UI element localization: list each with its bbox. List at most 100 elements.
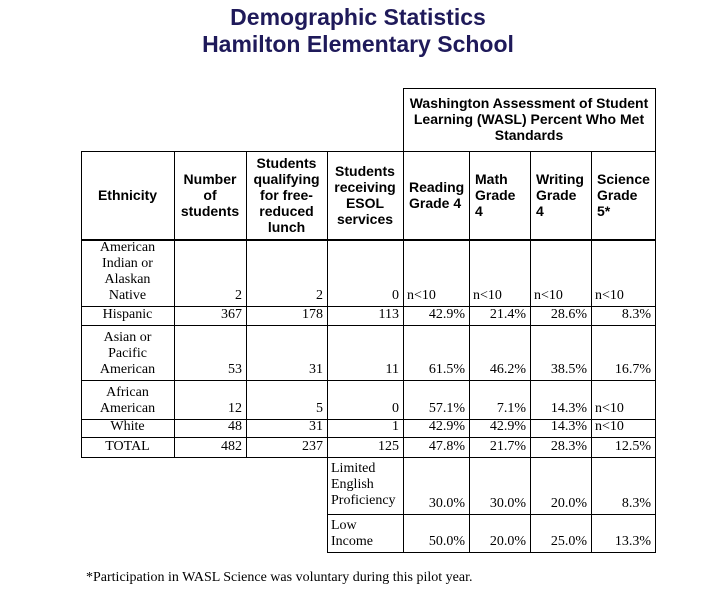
cell-math: 46.2% — [489, 362, 526, 377]
row-bottom-border — [81, 306, 656, 307]
ethnicity-text: White — [110, 419, 145, 434]
cell-reading: 42.9% — [428, 419, 465, 434]
cell-math: 30.0% — [489, 496, 526, 511]
row-label-ethnicity: Hispanic — [81, 307, 174, 324]
cell-esol: 1 — [392, 419, 399, 434]
cell-students: 2 — [235, 288, 242, 303]
cell-math: 42.9% — [489, 419, 526, 434]
header-col-divider — [246, 151, 247, 240]
col-header-esol: Students receiving ESOL services — [334, 163, 396, 227]
extra-row-bottom-border — [327, 552, 656, 553]
page-title: Demographic Statistics Hamilton Elementa… — [0, 4, 716, 58]
cell-science: 13.3% — [614, 534, 651, 549]
row-label-ethnicity: African American — [81, 381, 174, 418]
cell-students: 12 — [228, 401, 242, 416]
cell-math: 20.0% — [489, 534, 526, 549]
body-col-divider — [174, 240, 175, 457]
extra-row-text: Low Income — [331, 518, 373, 549]
header-subtop-border — [403, 151, 656, 152]
header-col-divider — [469, 151, 470, 240]
row-label-ethnicity: Asian or Pacific American — [81, 326, 174, 379]
body-col-divider — [81, 240, 82, 457]
cell-lunch: 31 — [309, 419, 323, 434]
header-col-divider — [591, 151, 592, 240]
wasl-header-top-border — [403, 88, 656, 89]
cell-reading: n<10 — [407, 288, 436, 303]
cell-reading: 30.0% — [428, 496, 465, 511]
cell-science: n<10 — [595, 401, 624, 416]
extra-row-text: Limited English Proficiency — [331, 461, 396, 508]
cell-math: 7.1% — [496, 401, 526, 416]
title-line-1: Demographic Statistics — [230, 4, 486, 30]
cell-science: 12.5% — [614, 439, 651, 454]
extra-col-divider — [655, 457, 656, 553]
ethnicity-text: Hispanic — [102, 307, 153, 322]
cell-reading: 47.8% — [428, 439, 465, 454]
header-col-divider — [327, 151, 328, 240]
cell-lunch: 2 — [316, 288, 323, 303]
row-bottom-border — [81, 419, 656, 420]
cell-lunch: 178 — [302, 307, 323, 322]
row-label-extra: Low Income — [327, 518, 403, 550]
ethnicity-text: African American — [99, 385, 156, 416]
cell-science: n<10 — [595, 419, 624, 434]
header-col-divider — [655, 151, 656, 240]
cell-science: 8.3% — [621, 496, 651, 511]
cell-science: 16.7% — [614, 362, 651, 377]
header-col-divider — [403, 151, 404, 240]
cell-math: 21.7% — [489, 439, 526, 454]
body-col-divider — [327, 240, 328, 457]
body-col-divider — [591, 240, 592, 457]
ethnicity-text: TOTAL — [105, 439, 150, 454]
cell-lunch: 5 — [316, 401, 323, 416]
cell-esol: 0 — [392, 288, 399, 303]
cell-students: 367 — [221, 307, 242, 322]
row-bottom-border — [81, 325, 656, 326]
body-col-divider — [655, 240, 656, 457]
body-col-divider — [246, 240, 247, 457]
cell-writing: 28.3% — [550, 439, 587, 454]
row-label-ethnicity: TOTAL — [81, 438, 174, 456]
col-header-ethnicity: Ethnicity — [97, 187, 158, 203]
col-header-number-of-students: Number of students — [180, 171, 240, 219]
cell-lunch: 237 — [302, 439, 323, 454]
body-col-divider — [530, 240, 531, 457]
footnote: *Participation in WASL Science was volun… — [86, 570, 473, 585]
row-bottom-border — [81, 380, 656, 381]
row-bottom-border — [81, 437, 656, 438]
row-label-ethnicity: White — [81, 419, 174, 436]
title-line-2: Hamilton Elementary School — [202, 31, 514, 57]
extra-col-divider — [469, 457, 470, 553]
cell-math: 21.4% — [489, 307, 526, 322]
extra-col-divider — [403, 457, 404, 553]
header-top-border — [81, 151, 404, 152]
body-top-border — [81, 240, 656, 241]
col-header-reading: Reading Grade 4 — [409, 179, 465, 211]
body-col-divider — [469, 240, 470, 457]
cell-writing: 25.0% — [550, 534, 587, 549]
cell-esol: 113 — [378, 307, 399, 322]
cell-writing: 20.0% — [550, 496, 587, 511]
cell-science: n<10 — [595, 288, 624, 303]
cell-reading: 42.9% — [428, 307, 465, 322]
cell-students: 53 — [228, 362, 242, 377]
cell-writing: 14.3% — [550, 401, 587, 416]
cell-esol: 11 — [385, 362, 399, 377]
extra-row-bottom-border — [327, 514, 656, 515]
cell-math: n<10 — [473, 288, 502, 303]
row-label-extra: Limited English Proficiency — [327, 461, 403, 509]
wasl-header: Washington Assessment of Student Learnin… — [409, 95, 649, 143]
col-header-math: Math Grade 4 — [475, 171, 516, 219]
cell-writing: 28.6% — [550, 307, 587, 322]
cell-writing: 14.3% — [550, 419, 587, 434]
body-col-divider — [403, 240, 404, 457]
cell-reading: 61.5% — [428, 362, 465, 377]
row-bottom-border — [81, 457, 656, 458]
col-header-writing: Writing Grade 4 — [536, 171, 584, 219]
row-label-ethnicity: American Indian or Alaskan Native — [81, 240, 174, 305]
col-header-free-reduced-lunch: Students qualifying for free-reduced lun… — [253, 155, 320, 235]
cell-esol: 0 — [392, 401, 399, 416]
extra-col-divider — [591, 457, 592, 553]
header-col-divider — [530, 151, 531, 240]
cell-reading: 50.0% — [428, 534, 465, 549]
